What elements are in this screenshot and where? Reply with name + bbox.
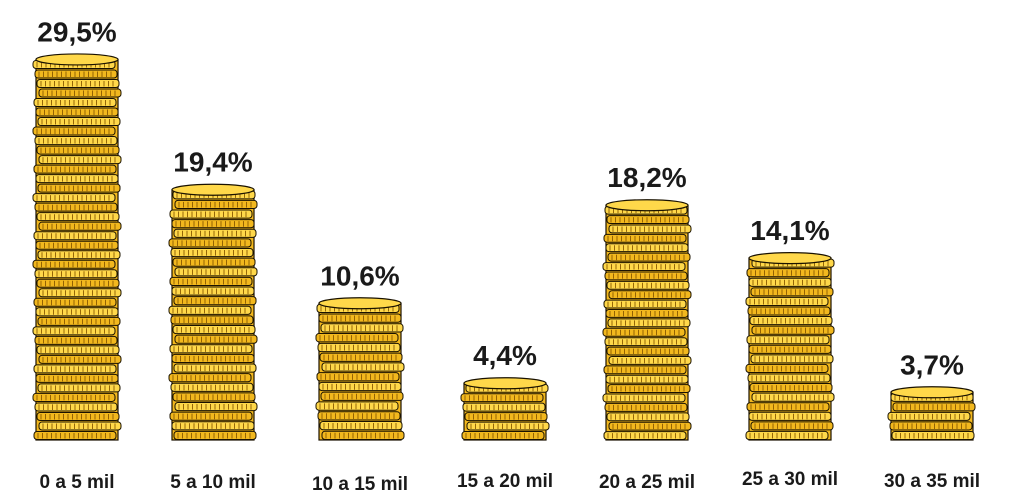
category-label: 5 a 10 mil [170, 472, 256, 493]
coin-stack-bar [745, 252, 835, 441]
coin-stack-bar [602, 199, 692, 441]
category-label: 30 a 35 mil [884, 471, 980, 492]
coin-stack-bar [168, 183, 258, 441]
category-label: 20 a 25 mil [599, 472, 695, 493]
category-label: 10 a 15 mil [312, 474, 408, 494]
bar-value-label: 4,4% [473, 340, 537, 371]
chart-value-labels: 29,5% 19,4% 10,6% 4,4% 18,2% 14,1% 3,7% [37, 16, 964, 380]
chart-category-labels: 0 a 5 mil 5 a 10 mil 10 a 15 mil 15 a 20 mi… [40, 469, 981, 494]
bar-value-label: 19,4% [173, 147, 252, 178]
category-label: 0 a 5 mil [40, 472, 115, 493]
bar-value-label: 3,7% [900, 349, 964, 380]
coin-stack-bar [887, 386, 976, 441]
bar-value-label: 29,5% [37, 16, 116, 47]
category-label: 25 a 30 mil [742, 469, 838, 490]
coin-stack-bar [460, 377, 550, 441]
bar-value-label: 18,2% [607, 162, 686, 193]
category-label: 15 a 20 mil [457, 471, 553, 492]
bar-value-label: 14,1% [750, 215, 829, 246]
chart-bars [32, 53, 976, 441]
coin-stack-bar [32, 53, 122, 441]
coin-stack-bar [315, 297, 405, 441]
bar-value-label: 10,6% [320, 260, 399, 291]
